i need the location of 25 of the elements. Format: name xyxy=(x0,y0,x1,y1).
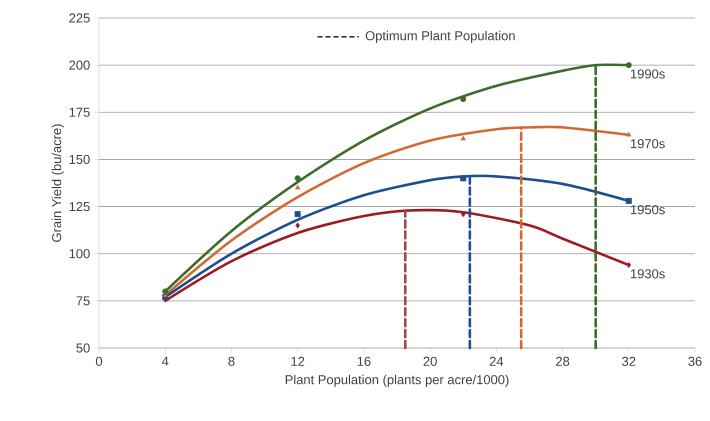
annotation: Optimum Plant Population xyxy=(366,30,515,43)
y-tick-label: 75 xyxy=(76,296,90,306)
x-tick-label: 28 xyxy=(556,356,570,366)
y-tick-label: 100 xyxy=(70,249,90,258)
x-tick-label: 36 xyxy=(688,356,702,366)
series-label: 1950s xyxy=(630,205,665,214)
x-axis-title: Plant Population (plants per acre/1000) xyxy=(286,374,508,387)
series-label: 1930s xyxy=(630,269,665,278)
x-tick-label: 8 xyxy=(228,356,234,366)
y-tick-label: 175 xyxy=(70,108,90,117)
x-tick-label: 20 xyxy=(424,356,437,366)
x-tick-label: 32 xyxy=(622,356,636,366)
x-tick-label: 24 xyxy=(490,356,504,366)
y-axis-title: Grain Yield (bu/acre) xyxy=(52,124,64,242)
y-tick-label: 50 xyxy=(76,343,90,353)
y-tick-label: 200 xyxy=(69,60,90,70)
series-label: 1970s xyxy=(630,139,665,148)
x-tick-label: 4 xyxy=(162,356,168,366)
x-tick-label: 0 xyxy=(96,356,102,366)
y-tick-label: 225 xyxy=(69,13,90,23)
x-tick-label: 12 xyxy=(291,356,304,366)
y-tick-label: 125 xyxy=(70,202,90,212)
x-tick-label: 16 xyxy=(358,356,371,366)
series-label: 1990s xyxy=(630,69,665,79)
y-tick-label: 150 xyxy=(70,154,90,164)
